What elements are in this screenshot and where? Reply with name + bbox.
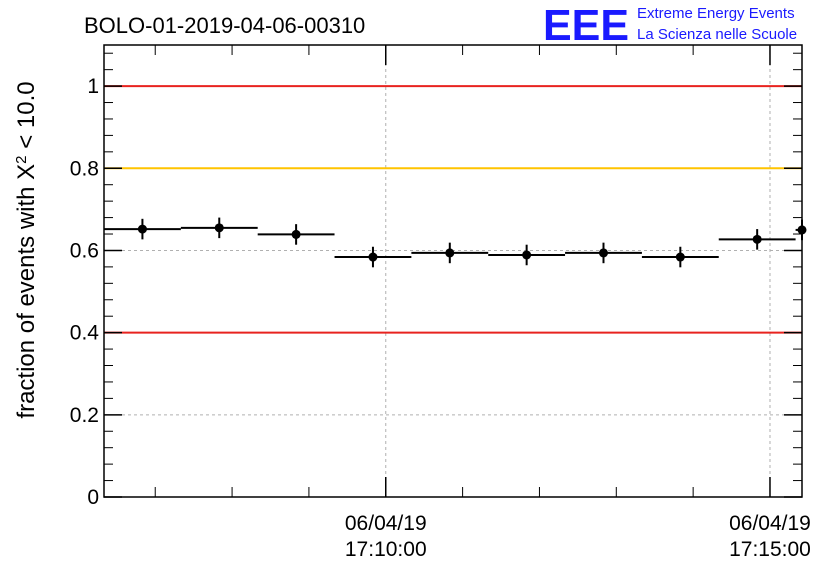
y-axis-label-main: fraction of events with X: [13, 164, 40, 419]
y-tick-label: 0.8: [70, 157, 99, 180]
y-axis-label-superscript: 2: [13, 155, 30, 163]
y-tick-label: 1: [87, 75, 99, 98]
x-tick-date-label: 06/04/19: [729, 512, 811, 535]
data-point: [291, 229, 301, 239]
data-point: [445, 248, 455, 258]
data-point: [368, 252, 378, 262]
reference-lines: [104, 85, 802, 334]
axes: 0 0.2 0.4 0.6 0.8 1 06/04/19 17:10:00 06/04/19 17…: [70, 45, 811, 561]
data-point: [137, 224, 147, 234]
data-point: [214, 223, 224, 233]
plot-frame: [103, 44, 803, 498]
data-point: [675, 252, 685, 262]
data-points: [104, 217, 807, 268]
x-tick-time-label: 17:10:00: [345, 538, 427, 561]
data-point: [598, 248, 608, 258]
y-axis-label: fraction of events with X2 < 10.0: [13, 81, 41, 418]
eee-logo: EEE Extreme Energy Events La Scienza nel…: [543, 1, 797, 50]
data-point: [522, 250, 532, 260]
x-tick-date-label: 06/04/19: [345, 512, 427, 535]
logo-line-1: Extreme Energy Events: [637, 5, 795, 22]
y-tick-label: 0: [87, 486, 99, 509]
x-tick-time-label: 17:15:00: [729, 538, 811, 561]
y-tick-label: 0.4: [70, 322, 100, 345]
chart-title: BOLO-01-2019-04-06-00310: [84, 13, 365, 38]
logo-line-2: La Scienza nelle Scuole: [637, 26, 797, 43]
y-tick-label: 0.6: [70, 239, 99, 262]
y-tick-label: 0.2: [70, 404, 99, 427]
y-axis-label-suffix: < 10.0: [13, 81, 40, 155]
data-point: [752, 234, 762, 244]
logo-mark: EEE: [543, 1, 629, 50]
